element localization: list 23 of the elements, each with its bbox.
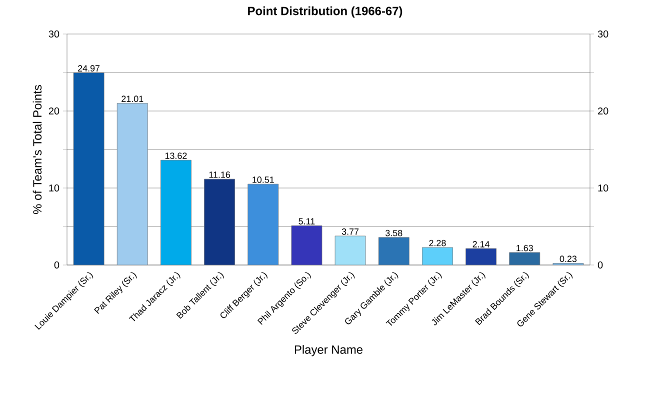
y2-tick-label: 20 [598,107,608,115]
y-tick-label: 10 [49,184,60,192]
data-label: 1.63 [516,244,533,252]
y2-tick-label: 0 [598,261,603,269]
x-axis-title: Player Name [294,345,362,356]
y2-tick-label: 10 [598,184,608,192]
y2-tick-label: 30 [598,30,608,38]
data-label: 21.01 [122,96,144,102]
data-label: 2.14 [472,241,490,248]
data-label: 10.51 [252,176,274,183]
data-label: 11.16 [209,172,230,178]
data-label: 24.97 [78,65,100,72]
y-tick-label: 20 [48,107,60,115]
data-label: 3.77 [342,228,359,235]
chart-title: Point Distribution (1966-67) [248,6,402,18]
data-label: 5.11 [298,218,315,224]
y-tick-label: 30 [48,30,60,38]
data-label: 3.58 [386,230,402,236]
data-label: 0.23 [560,256,577,262]
y-tick-label: 0 [54,261,60,269]
data-label: 13.62 [165,152,187,159]
y-axis-title: % of Team's Total Points [32,85,42,214]
data-label: 2.28 [429,240,446,246]
